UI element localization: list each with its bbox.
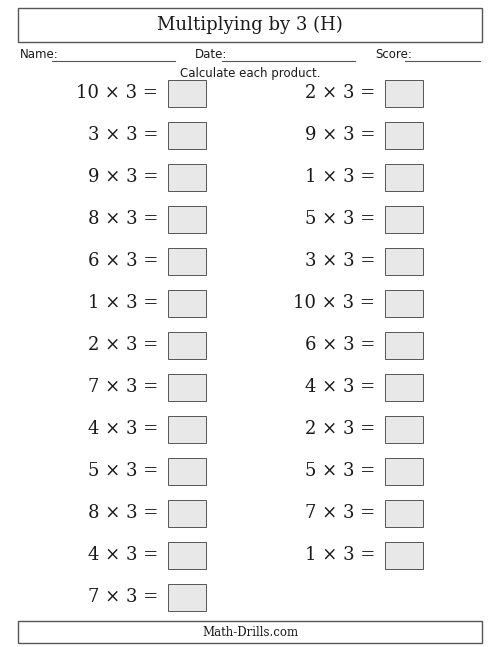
FancyBboxPatch shape bbox=[385, 331, 423, 358]
FancyBboxPatch shape bbox=[168, 122, 206, 149]
FancyBboxPatch shape bbox=[385, 542, 423, 569]
FancyBboxPatch shape bbox=[385, 457, 423, 485]
Text: 1 × 3 =: 1 × 3 = bbox=[304, 168, 375, 186]
Text: 4 × 3 =: 4 × 3 = bbox=[88, 420, 158, 438]
FancyBboxPatch shape bbox=[385, 373, 423, 400]
Text: 2 × 3 =: 2 × 3 = bbox=[305, 84, 375, 102]
FancyBboxPatch shape bbox=[385, 122, 423, 149]
Text: Name:: Name: bbox=[20, 49, 59, 61]
Text: 4 × 3 =: 4 × 3 = bbox=[305, 378, 375, 396]
Text: 9 × 3 =: 9 × 3 = bbox=[88, 168, 158, 186]
Text: 8 × 3 =: 8 × 3 = bbox=[88, 504, 158, 522]
FancyBboxPatch shape bbox=[168, 584, 206, 611]
FancyBboxPatch shape bbox=[168, 248, 206, 274]
Text: 5 × 3 =: 5 × 3 = bbox=[305, 210, 375, 228]
FancyBboxPatch shape bbox=[385, 248, 423, 274]
Text: Score:: Score: bbox=[375, 49, 412, 61]
Text: 10 × 3 =: 10 × 3 = bbox=[76, 84, 158, 102]
Text: 1 × 3 =: 1 × 3 = bbox=[304, 546, 375, 564]
Text: Multiplying by 3 (H): Multiplying by 3 (H) bbox=[157, 16, 343, 34]
Text: Calculate each product.: Calculate each product. bbox=[180, 67, 320, 80]
Text: 6 × 3 =: 6 × 3 = bbox=[304, 336, 375, 354]
Text: 4 × 3 =: 4 × 3 = bbox=[88, 546, 158, 564]
FancyBboxPatch shape bbox=[168, 289, 206, 316]
FancyBboxPatch shape bbox=[168, 331, 206, 358]
FancyBboxPatch shape bbox=[385, 80, 423, 107]
Text: 7 × 3 =: 7 × 3 = bbox=[305, 504, 375, 522]
FancyBboxPatch shape bbox=[168, 164, 206, 190]
Text: Date:: Date: bbox=[195, 49, 228, 61]
FancyBboxPatch shape bbox=[168, 373, 206, 400]
Text: 10 × 3 =: 10 × 3 = bbox=[293, 294, 375, 312]
FancyBboxPatch shape bbox=[168, 80, 206, 107]
Text: 3 × 3 =: 3 × 3 = bbox=[304, 252, 375, 270]
FancyBboxPatch shape bbox=[385, 499, 423, 527]
FancyBboxPatch shape bbox=[385, 206, 423, 232]
Text: 1 × 3 =: 1 × 3 = bbox=[88, 294, 158, 312]
FancyBboxPatch shape bbox=[385, 289, 423, 316]
FancyBboxPatch shape bbox=[385, 415, 423, 443]
FancyBboxPatch shape bbox=[18, 8, 482, 42]
Text: 2 × 3 =: 2 × 3 = bbox=[305, 420, 375, 438]
Text: Math-Drills.com: Math-Drills.com bbox=[202, 626, 298, 639]
FancyBboxPatch shape bbox=[168, 542, 206, 569]
FancyBboxPatch shape bbox=[168, 457, 206, 485]
FancyBboxPatch shape bbox=[18, 621, 482, 643]
Text: 5 × 3 =: 5 × 3 = bbox=[88, 462, 158, 480]
Text: 8 × 3 =: 8 × 3 = bbox=[88, 210, 158, 228]
FancyBboxPatch shape bbox=[168, 206, 206, 232]
FancyBboxPatch shape bbox=[168, 415, 206, 443]
Text: 7 × 3 =: 7 × 3 = bbox=[88, 588, 158, 606]
Text: 6 × 3 =: 6 × 3 = bbox=[88, 252, 158, 270]
Text: 3 × 3 =: 3 × 3 = bbox=[88, 126, 158, 144]
Text: 9 × 3 =: 9 × 3 = bbox=[304, 126, 375, 144]
Text: 5 × 3 =: 5 × 3 = bbox=[305, 462, 375, 480]
Text: 7 × 3 =: 7 × 3 = bbox=[88, 378, 158, 396]
Text: 2 × 3 =: 2 × 3 = bbox=[88, 336, 158, 354]
FancyBboxPatch shape bbox=[168, 499, 206, 527]
FancyBboxPatch shape bbox=[385, 164, 423, 190]
